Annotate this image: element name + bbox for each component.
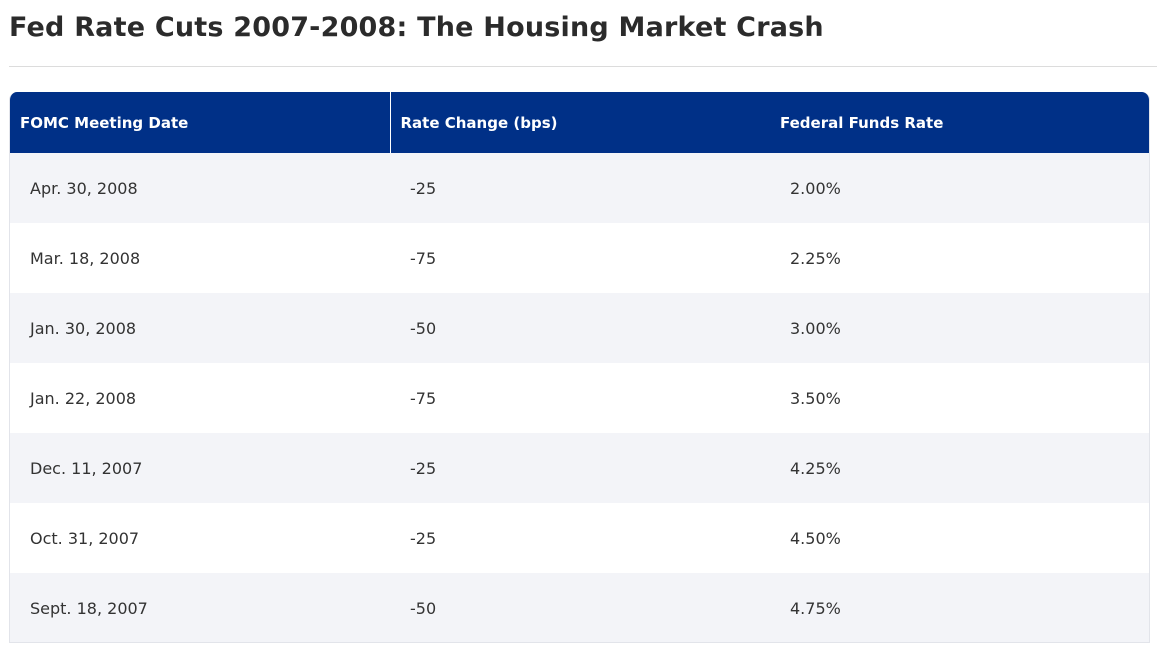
- table-row: Mar. 18, 2008 -75 2.25%: [10, 223, 1149, 293]
- cell-rate-change: -25: [390, 153, 770, 223]
- cell-meeting-date: Apr. 30, 2008: [10, 153, 390, 223]
- table-row: Oct. 31, 2007 -25 4.50%: [10, 503, 1149, 573]
- cell-meeting-date: Mar. 18, 2008: [10, 223, 390, 293]
- cell-meeting-date: Dec. 11, 2007: [10, 433, 390, 503]
- cell-meeting-date: Sept. 18, 2007: [10, 573, 390, 642]
- cell-meeting-date: Jan. 30, 2008: [10, 293, 390, 363]
- table-header-row: FOMC Meeting Date Rate Change (bps) Fede…: [10, 92, 1149, 153]
- cell-meeting-date: Jan. 22, 2008: [10, 363, 390, 433]
- cell-rate-change: -25: [390, 433, 770, 503]
- cell-rate-change: -75: [390, 223, 770, 293]
- cell-federal-funds-rate: 4.25%: [770, 433, 1149, 503]
- rate-cuts-table-container: FOMC Meeting Date Rate Change (bps) Fede…: [9, 92, 1150, 643]
- table-row: Apr. 30, 2008 -25 2.00%: [10, 153, 1149, 223]
- cell-meeting-date: Oct. 31, 2007: [10, 503, 390, 573]
- page-title: Fed Rate Cuts 2007-2008: The Housing Mar…: [9, 12, 824, 43]
- table-row: Sept. 18, 2007 -50 4.75%: [10, 573, 1149, 642]
- cell-rate-change: -50: [390, 573, 770, 642]
- header-federal-funds-rate: Federal Funds Rate: [770, 92, 1149, 153]
- title-divider: [9, 66, 1157, 67]
- cell-federal-funds-rate: 4.75%: [770, 573, 1149, 642]
- cell-federal-funds-rate: 4.50%: [770, 503, 1149, 573]
- cell-rate-change: -25: [390, 503, 770, 573]
- cell-federal-funds-rate: 2.25%: [770, 223, 1149, 293]
- cell-federal-funds-rate: 2.00%: [770, 153, 1149, 223]
- header-meeting-date: FOMC Meeting Date: [10, 92, 391, 153]
- table-row: Jan. 30, 2008 -50 3.00%: [10, 293, 1149, 363]
- rate-cuts-table: FOMC Meeting Date Rate Change (bps) Fede…: [10, 92, 1149, 642]
- cell-rate-change: -75: [390, 363, 770, 433]
- table-row: Dec. 11, 2007 -25 4.25%: [10, 433, 1149, 503]
- cell-federal-funds-rate: 3.50%: [770, 363, 1149, 433]
- table-row: Jan. 22, 2008 -75 3.50%: [10, 363, 1149, 433]
- header-rate-change: Rate Change (bps): [390, 92, 770, 153]
- cell-federal-funds-rate: 3.00%: [770, 293, 1149, 363]
- cell-rate-change: -50: [390, 293, 770, 363]
